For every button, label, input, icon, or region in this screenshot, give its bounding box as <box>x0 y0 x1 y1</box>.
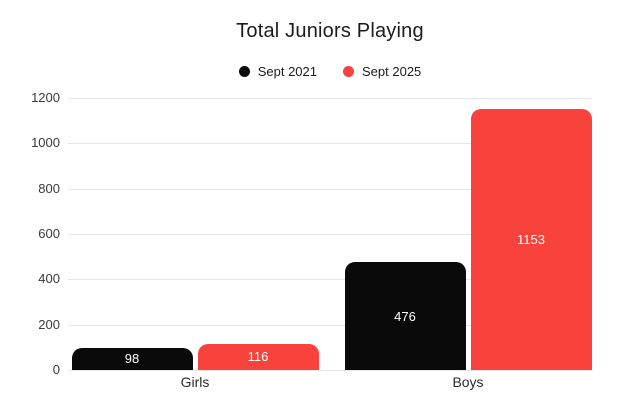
bar-boys-sept-2021: 476 <box>344 262 466 370</box>
y-axis-tick-label: 1200 <box>31 90 60 105</box>
y-axis-tick-label: 1000 <box>31 135 60 151</box>
gridline <box>68 188 592 190</box>
x-axis-label-boys: Boys <box>452 374 484 390</box>
legend-label: Sept 2021 <box>257 63 317 79</box>
legend-label: Sept 2025 <box>362 63 422 79</box>
chart-title: Total Juniors Playing <box>236 20 424 42</box>
gridline <box>68 143 592 145</box>
y-axis-tick-label: 800 <box>38 180 60 196</box>
y-axis-tick-label: 0 <box>52 362 60 377</box>
bar-girls-sept-2025: 116 <box>197 343 319 370</box>
bar-value-label: 1153 <box>517 231 545 247</box>
bar-value-label: 98 <box>124 351 140 367</box>
legend-swatch-icon <box>343 65 354 77</box>
bar-value-label: 116 <box>247 349 269 365</box>
bar-boys-sept-2025: 1153 <box>470 108 592 370</box>
bar-value-label: 476 <box>394 308 416 324</box>
gridline <box>68 234 592 235</box>
gridline <box>68 98 592 99</box>
plot-area: 98 116 476 1153 <box>68 98 592 371</box>
legend-item-sept-2025: Sept 2025 <box>343 64 421 79</box>
gridline <box>68 279 592 281</box>
bar-girls-sept-2021: 98 <box>71 347 193 370</box>
y-axis-tick-label: 400 <box>38 271 60 287</box>
legend-item-sept-2021: Sept 2021 <box>238 63 317 79</box>
legend: Sept 2021 Sept 2025 <box>68 62 592 80</box>
y-axis-tick-label: 200 <box>38 316 60 332</box>
gridline <box>68 370 592 371</box>
x-axis-label-girls: Girls <box>180 374 210 390</box>
legend-swatch-icon <box>238 65 250 77</box>
y-axis-tick-label: 600 <box>38 226 60 241</box>
gridline <box>68 324 592 326</box>
